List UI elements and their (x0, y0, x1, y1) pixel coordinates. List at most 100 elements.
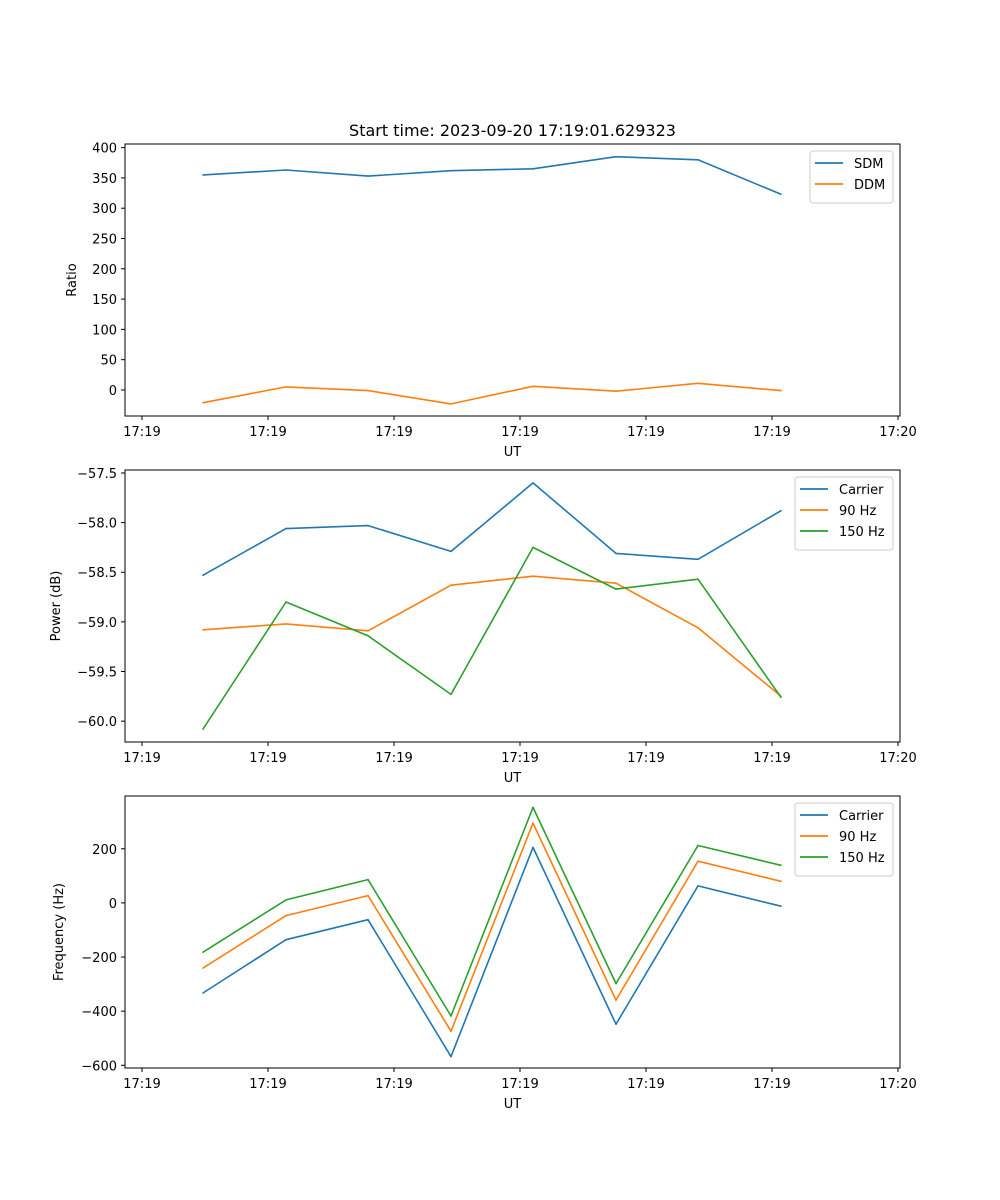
legend-box (809, 150, 894, 204)
data-point (285, 899, 287, 901)
data-point (532, 822, 534, 824)
y-tick-label: −400 (81, 1005, 117, 1020)
data-point (367, 894, 369, 897)
plot-frame (124, 795, 901, 1069)
data-point (202, 951, 204, 953)
y-axis-label: Frequency (Hz) (52, 883, 67, 981)
data-point (450, 1030, 452, 1032)
x-tick-label: 17:19 (123, 751, 160, 766)
chart-panel-2: −60.0 −59.5 −59.0 −58.5 −58.0 −57.5 17:19 17:19… (49, 467, 917, 786)
x-axis-label: UT (504, 445, 522, 460)
legend: Carrier 90 Hz 150 Hz (794, 802, 894, 877)
legend-label: Carrier (839, 809, 884, 824)
series-line-carrier (202, 846, 782, 1058)
data-point (615, 588, 617, 590)
y-tick-label: 200 (92, 843, 117, 858)
data-point (450, 693, 452, 696)
data-point (615, 390, 617, 393)
data-point (780, 880, 782, 883)
legend-label: SDM (854, 157, 883, 172)
series-line-150-hz (202, 806, 782, 1017)
plot-frame (124, 469, 901, 743)
x-tick-label: 17:19 (249, 425, 286, 440)
x-tick-label: 17:19 (123, 1077, 160, 1092)
y-tick-label: −600 (81, 1059, 117, 1074)
y-tick-label: −58.0 (77, 517, 117, 532)
y-tick-label: −60.0 (77, 715, 117, 730)
data-point (202, 992, 204, 994)
data-point (532, 168, 534, 170)
data-point (697, 844, 699, 847)
data-point (780, 193, 782, 196)
x-axis-label: UT (504, 1097, 522, 1112)
data-point (450, 550, 452, 553)
x-tick-label: 17:19 (753, 425, 790, 440)
data-point (285, 527, 287, 530)
data-point (532, 546, 534, 549)
data-point (780, 905, 782, 907)
legend-label: 90 Hz (839, 830, 876, 845)
x-tick-label: 17:19 (375, 751, 412, 766)
data-point (780, 389, 782, 392)
legend: Carrier 90 Hz 150 Hz (794, 476, 894, 551)
x-tick-label: 17:19 (123, 425, 160, 440)
data-point (202, 574, 204, 576)
legend-label: Carrier (839, 483, 884, 498)
data-point (532, 385, 534, 388)
y-tick-label: 350 (92, 172, 117, 187)
y-tick-label: −200 (81, 951, 117, 966)
y-tick-label: 400 (92, 142, 117, 157)
data-point (697, 860, 699, 862)
x-tick-label: 17:19 (501, 1077, 538, 1092)
y-tick-label: 250 (92, 233, 117, 248)
x-tick-label: 17:19 (501, 425, 538, 440)
data-point (285, 914, 287, 917)
data-point (780, 696, 782, 699)
data-point (450, 584, 452, 586)
data-point (367, 175, 369, 177)
data-point (202, 629, 204, 631)
series-line-ddm (202, 382, 782, 405)
data-point (450, 169, 452, 172)
series-line-150-hz (202, 546, 782, 730)
data-point (697, 558, 699, 561)
y-tick-label: 50 (100, 354, 117, 369)
data-point (697, 578, 699, 580)
y-axis-label: Ratio (65, 263, 80, 296)
data-point (367, 630, 369, 632)
data-point (450, 403, 452, 405)
plot-frame (124, 143, 901, 417)
x-axis-label: UT (504, 771, 522, 786)
data-point (532, 575, 534, 577)
legend-label: DDM (854, 178, 885, 193)
charts-container: 0 50 100 150 200 250 300 350 400 17:19 17:19 17:19 1… (49, 142, 917, 1112)
data-point (367, 918, 369, 921)
data-point (615, 1023, 617, 1025)
x-tick-label: 17:20 (879, 425, 916, 440)
y-tick-label: −57.5 (77, 467, 117, 482)
x-tick-label: 17:19 (249, 751, 286, 766)
data-point (532, 846, 534, 849)
y-tick-label: 0 (109, 384, 117, 399)
x-tick-label: 17:19 (627, 1077, 664, 1092)
data-point (367, 389, 369, 392)
data-point (532, 482, 534, 484)
legend-label: 150 Hz (839, 851, 885, 866)
y-tick-label: −58.5 (77, 566, 117, 581)
x-tick-label: 17:19 (501, 751, 538, 766)
data-point (532, 806, 534, 809)
x-tick-label: 17:20 (879, 1077, 916, 1092)
data-point (615, 999, 617, 1001)
data-point (615, 552, 617, 555)
data-point (615, 155, 617, 158)
data-point (285, 169, 287, 171)
x-tick-label: 17:19 (249, 1077, 286, 1092)
data-point (780, 864, 782, 867)
series-line-90-hz (202, 822, 782, 1032)
y-tick-label: 100 (92, 323, 117, 338)
series-line-carrier (202, 482, 782, 576)
data-point (202, 728, 204, 730)
data-point (367, 878, 369, 881)
chart-panel-1: 0 50 100 150 200 250 300 350 400 17:19 17:19 17:19 1… (65, 142, 917, 460)
data-point (285, 601, 287, 603)
